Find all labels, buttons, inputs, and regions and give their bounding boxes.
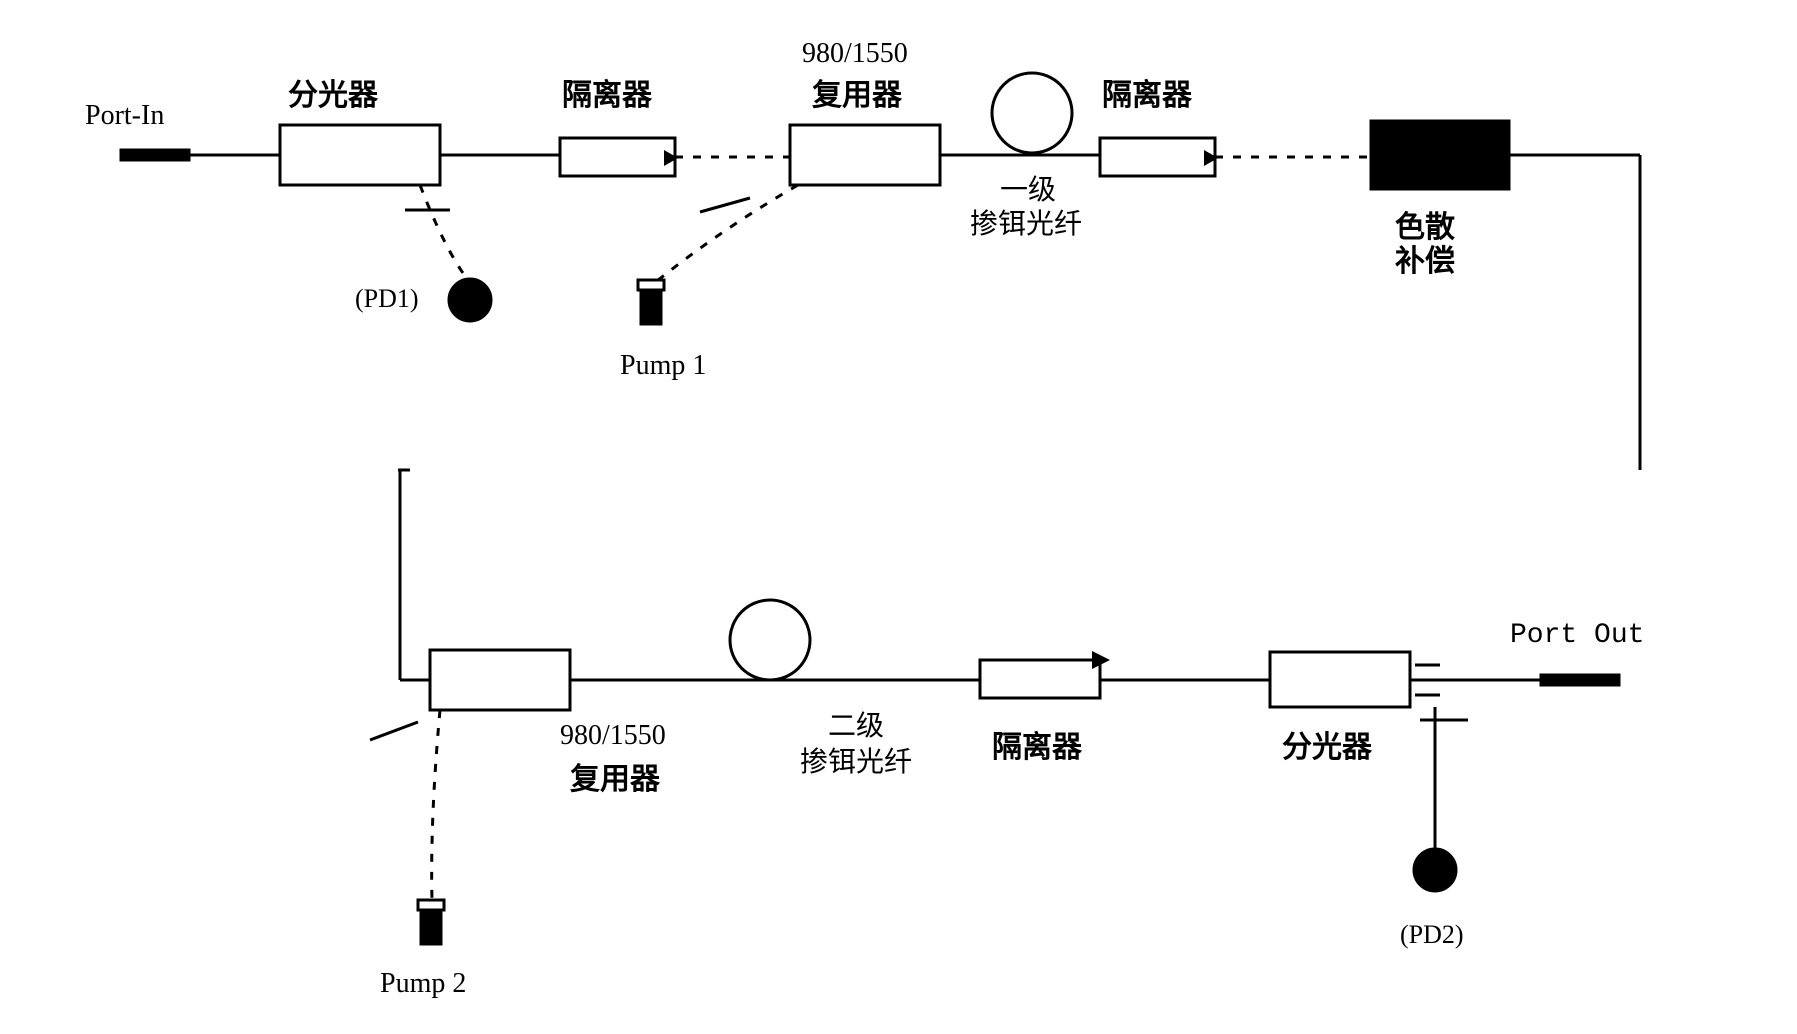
pd2-label: (PD2) <box>1400 920 1464 950</box>
isolator2-box <box>1100 138 1215 176</box>
port-in-label: Port-In <box>85 100 164 132</box>
mux2-label-line2: 复用器 <box>570 754 660 798</box>
isolator1-label: 隔离器 <box>562 70 652 114</box>
port-in-stub-icon <box>120 149 190 161</box>
pd1-icon <box>448 278 492 322</box>
splitter1-box <box>280 125 440 185</box>
splitter1-label: 分光器 <box>288 70 378 114</box>
mux2-box <box>430 650 570 710</box>
pd2-icon <box>1413 848 1457 892</box>
diagram-svg <box>0 0 1797 1034</box>
stage2-fiber-label-a: 二级 <box>828 704 884 744</box>
splitter2-box <box>1270 652 1410 707</box>
isolator3-box <box>980 660 1100 698</box>
pump2-cap-icon <box>418 900 444 910</box>
mux1-box <box>790 125 940 185</box>
dispersion-label-b: 补偿 <box>1395 236 1455 280</box>
diagram-canvas: Port-In 分光器 隔离器 980/1550 复用器 一级 掺铒光纤 隔离器… <box>0 0 1797 1034</box>
stage1-fiber-label-b: 掺铒光纤 <box>970 202 1082 242</box>
splitter2-label: 分光器 <box>1282 722 1372 766</box>
mux1-label-line2: 复用器 <box>812 70 902 114</box>
wire-pump1-to-mux1 <box>652 185 798 285</box>
port-out-label: Port Out <box>1510 620 1644 651</box>
pump2-tick-icon <box>370 722 418 740</box>
fiber-coil1-icon <box>992 73 1072 153</box>
pump1-label: Pump 1 <box>620 350 706 382</box>
dispersion-comp-box <box>1370 120 1510 190</box>
pump1-tick-icon <box>700 198 750 212</box>
isolator2-label: 隔离器 <box>1102 70 1192 114</box>
fiber-coil2-icon <box>730 600 810 680</box>
isolator1-box <box>560 138 675 176</box>
port-out-stub-icon <box>1540 674 1620 686</box>
mux2-label-line1: 980/1550 <box>560 720 666 752</box>
mux1-label-line1: 980/1550 <box>802 38 908 70</box>
pd1-label: (PD1) <box>355 284 419 314</box>
isolator3-label: 隔离器 <box>992 722 1082 766</box>
stage2-fiber-label-b: 掺铒光纤 <box>800 740 912 780</box>
pump1-cap-icon <box>638 280 664 290</box>
pump2-label: Pump 2 <box>380 968 466 1000</box>
wire-pump2-to-mux2 <box>432 710 440 900</box>
wire-splitter1-to-pd1 <box>420 185 468 280</box>
